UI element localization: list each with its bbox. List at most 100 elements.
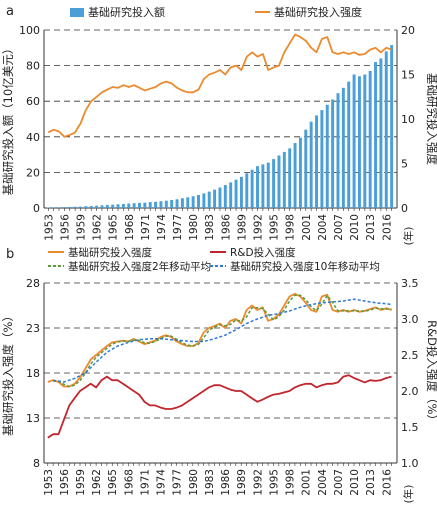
bar	[256, 166, 259, 208]
bar	[207, 191, 211, 208]
x-tick-label: 1953	[43, 469, 55, 496]
x-tick-label: 1980	[188, 469, 200, 496]
y-right-tick-label: 2.0	[401, 385, 419, 398]
bar	[175, 199, 179, 208]
y-right-tick-label: 1.5	[401, 421, 419, 434]
bar	[250, 169, 254, 208]
bar	[121, 203, 125, 208]
y-left-tick-label: 40	[26, 131, 40, 144]
legend-swatch	[70, 8, 84, 17]
bar	[293, 143, 297, 208]
x-tick-label: 1953	[43, 214, 55, 241]
bar	[379, 58, 383, 209]
x-tick-label: 1983	[204, 469, 216, 496]
x-tick-label: 1956	[59, 214, 71, 241]
y-left-tick-label: 18	[26, 367, 40, 380]
y-right-axis-title: R&D投入强度（%）	[425, 320, 437, 426]
x-tick-label: 2016	[381, 469, 393, 496]
bar	[213, 189, 217, 208]
x-tick-label: 1986	[220, 469, 232, 496]
y-left-tick-label: 8	[33, 457, 40, 470]
bar	[170, 199, 174, 208]
legend-label: 基础研究投入强度	[68, 246, 152, 259]
x-tick-label: 2007	[333, 214, 345, 241]
bar	[245, 173, 249, 208]
y-left-axis-title: 基础研究投入额（10亿美元）	[1, 43, 15, 196]
y-left-axis-title: 基础研究投入强度（%）	[1, 310, 15, 436]
bar	[282, 151, 286, 208]
x-tick-label: 2013	[365, 469, 377, 496]
bar	[57, 207, 61, 208]
bar	[331, 99, 335, 208]
series-line-1	[47, 33, 392, 138]
x-tick-label: 1977	[172, 469, 184, 496]
x-tick-label: 1989	[236, 214, 248, 241]
x-tick-label: 2001	[301, 214, 313, 241]
y-right-tick-label: 3.0	[401, 313, 419, 326]
bar	[357, 76, 361, 208]
bar	[202, 193, 206, 208]
bar	[320, 110, 324, 208]
bar	[325, 104, 329, 208]
bar	[84, 206, 88, 208]
y-left-tick-label: 20	[26, 166, 40, 179]
y-left-tick-label: 28	[26, 277, 40, 290]
y-left-tick-label: 60	[26, 95, 40, 108]
x-tick-label: 1965	[108, 214, 120, 241]
series-line-0	[47, 292, 392, 388]
chart-panel-b: b 8 13 18 23 28 1.0 1.5 2.0 2.5 3.0 3.5 1953 1956 1959…	[1, 246, 437, 503]
x-tick-label: 1998	[285, 469, 297, 496]
panel-label: b	[6, 247, 14, 262]
bar	[132, 203, 136, 208]
bar	[384, 51, 388, 208]
bar	[239, 176, 243, 208]
x-tick-label: 1995	[269, 214, 281, 241]
y-right-tick-label: 10	[401, 113, 415, 126]
x-tick-label: 1971	[139, 469, 151, 496]
x-tick-label: 1962	[92, 214, 104, 241]
x-tick-label: 1968	[124, 214, 136, 241]
x-tick-label: 2004	[317, 214, 329, 241]
x-tick-label: 1992	[253, 214, 265, 241]
bar	[197, 195, 200, 208]
bar	[164, 200, 168, 208]
bar	[111, 204, 115, 208]
bar	[116, 204, 120, 208]
bar	[390, 45, 394, 208]
bar	[159, 201, 163, 208]
x-tick-label: 1965	[107, 469, 119, 496]
bar	[148, 202, 152, 208]
y-left-tick-label: 13	[26, 412, 40, 425]
bar	[352, 74, 356, 208]
bar	[180, 198, 184, 208]
bar	[105, 204, 109, 208]
series-line-2	[53, 294, 392, 388]
y-right-tick-label: 20	[401, 24, 415, 37]
bar	[52, 207, 56, 208]
bar	[191, 196, 195, 208]
bar	[288, 148, 292, 208]
bar	[315, 115, 319, 208]
y-right-tick-label: 2.5	[401, 349, 419, 362]
panel-label: a	[6, 4, 14, 19]
bar	[347, 81, 351, 208]
bar	[261, 164, 265, 208]
y-right-tick-label: 1.0	[401, 457, 419, 470]
x-tick-label: 1980	[188, 214, 200, 241]
x-tick-label: 1956	[59, 469, 71, 496]
chart-panel-a: a 0 20 40 60 80 100 0 5 10 15 20 1953 1956 1959 1962 196…	[1, 4, 437, 245]
bar	[272, 159, 276, 208]
x-tick-label: 2004	[317, 469, 329, 496]
y-right-tick-label: 15	[401, 69, 415, 82]
x-tick-label: 2007	[333, 469, 345, 496]
y-right-tick-label: 0	[401, 202, 408, 215]
x-tick-label: 2013	[365, 214, 377, 241]
y-left-tick-label: 0	[33, 202, 40, 215]
x-tick-label: 1968	[123, 469, 135, 496]
x-tick-label: 1998	[285, 214, 297, 241]
x-tick-label: 1983	[204, 214, 216, 241]
x-tick-label: 2001	[301, 469, 313, 496]
bar	[138, 202, 141, 208]
bar	[363, 74, 367, 208]
series-line-1	[47, 374, 392, 439]
